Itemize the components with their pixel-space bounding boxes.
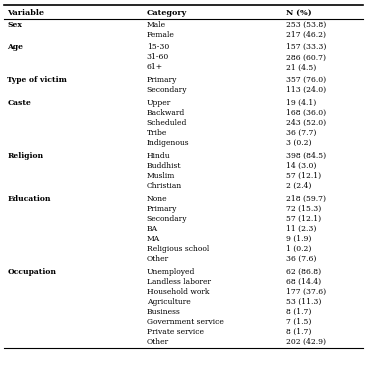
Text: 7 (1.5): 7 (1.5) — [286, 318, 312, 326]
Text: 113 (24.0): 113 (24.0) — [286, 86, 326, 94]
Text: 253 (53.8): 253 (53.8) — [286, 20, 327, 29]
Text: 218 (59.7): 218 (59.7) — [286, 195, 326, 203]
Text: Backward: Backward — [147, 109, 185, 117]
Text: 72 (15.3): 72 (15.3) — [286, 205, 321, 213]
Text: Christian: Christian — [147, 182, 182, 190]
Text: 1 (0.2): 1 (0.2) — [286, 245, 312, 253]
Text: Caste: Caste — [7, 99, 31, 107]
Text: Female: Female — [147, 30, 175, 39]
Text: Business: Business — [147, 308, 181, 316]
Text: Hindu: Hindu — [147, 152, 170, 160]
Text: 14 (3.0): 14 (3.0) — [286, 162, 317, 170]
Text: 8 (1.7): 8 (1.7) — [286, 328, 312, 336]
Text: Muslim: Muslim — [147, 172, 175, 180]
Text: 286 (60.7): 286 (60.7) — [286, 53, 326, 61]
Text: Occupation: Occupation — [7, 267, 57, 276]
Text: 15-30: 15-30 — [147, 43, 169, 51]
Text: Landless laborer: Landless laborer — [147, 278, 211, 286]
Text: 168 (36.0): 168 (36.0) — [286, 109, 326, 117]
Text: 398 (84.5): 398 (84.5) — [286, 152, 326, 160]
Text: 19 (4.1): 19 (4.1) — [286, 99, 316, 107]
Text: 2 (2.4): 2 (2.4) — [286, 182, 312, 190]
Text: 3 (0.2): 3 (0.2) — [286, 139, 312, 147]
Text: MA: MA — [147, 235, 160, 243]
Text: Indigenous: Indigenous — [147, 139, 189, 147]
Text: Agriculture: Agriculture — [147, 298, 190, 306]
Text: Religious school: Religious school — [147, 245, 209, 253]
Text: 61+: 61+ — [147, 63, 163, 71]
Text: 8 (1.7): 8 (1.7) — [286, 308, 312, 316]
Text: 11 (2.3): 11 (2.3) — [286, 225, 317, 233]
Text: 357 (76.0): 357 (76.0) — [286, 76, 326, 84]
Text: Male: Male — [147, 20, 166, 29]
Text: Category: Category — [147, 9, 187, 17]
Text: Variable: Variable — [7, 9, 44, 17]
Text: 36 (7.7): 36 (7.7) — [286, 129, 317, 137]
Text: 31-60: 31-60 — [147, 53, 169, 61]
Text: Household work: Household work — [147, 288, 209, 296]
Text: None: None — [147, 195, 167, 203]
Text: 177 (37.6): 177 (37.6) — [286, 288, 326, 296]
Text: 53 (11.3): 53 (11.3) — [286, 298, 321, 306]
Text: 9 (1.9): 9 (1.9) — [286, 235, 312, 243]
Text: 36 (7.6): 36 (7.6) — [286, 255, 317, 263]
Text: Education: Education — [7, 195, 51, 203]
Text: Private service: Private service — [147, 328, 204, 336]
Text: Other: Other — [147, 338, 169, 346]
Text: Sex: Sex — [7, 20, 22, 29]
Text: Secondary: Secondary — [147, 86, 187, 94]
Text: Type of victim: Type of victim — [7, 76, 67, 84]
Text: 243 (52.0): 243 (52.0) — [286, 119, 326, 127]
Text: Scheduled: Scheduled — [147, 119, 187, 127]
Text: Age: Age — [7, 43, 23, 51]
Text: N (%): N (%) — [286, 9, 312, 17]
Text: Government service: Government service — [147, 318, 224, 326]
Text: Tribe: Tribe — [147, 129, 167, 137]
Text: 217 (46.2): 217 (46.2) — [286, 30, 326, 39]
Text: 62 (86.8): 62 (86.8) — [286, 267, 321, 276]
Text: 57 (12.1): 57 (12.1) — [286, 172, 321, 180]
Text: Secondary: Secondary — [147, 215, 187, 223]
Text: Other: Other — [147, 255, 169, 263]
Text: Primary: Primary — [147, 76, 177, 84]
Text: Primary: Primary — [147, 205, 177, 213]
Text: 202 (42.9): 202 (42.9) — [286, 338, 326, 346]
Text: 68 (14.4): 68 (14.4) — [286, 278, 321, 286]
Text: 21 (4.5): 21 (4.5) — [286, 63, 316, 71]
Text: Religion: Religion — [7, 152, 43, 160]
Text: 157 (33.3): 157 (33.3) — [286, 43, 327, 51]
Text: Buddhist: Buddhist — [147, 162, 181, 170]
Text: BA: BA — [147, 225, 158, 233]
Text: 57 (12.1): 57 (12.1) — [286, 215, 321, 223]
Text: Upper: Upper — [147, 99, 171, 107]
Text: Unemployed: Unemployed — [147, 267, 195, 276]
